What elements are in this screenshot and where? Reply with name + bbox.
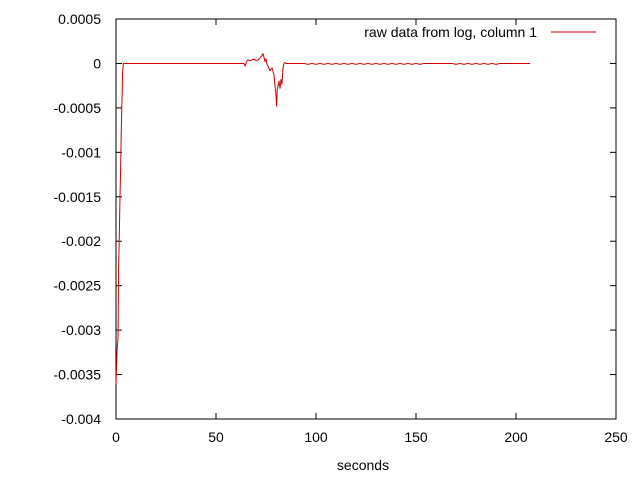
y-tick-label: -0.002 bbox=[61, 233, 101, 249]
y-tick-label: -0.004 bbox=[61, 411, 101, 427]
y-tick-label: 0 bbox=[93, 55, 101, 71]
x-axis-label: seconds bbox=[337, 457, 389, 473]
x-tick-label: 150 bbox=[404, 429, 428, 445]
y-axis: 0.0005 0 -0.0005 -0.001 -0.0015 -0.002 -0.0025… bbox=[54, 11, 616, 427]
series-layer bbox=[115, 53, 530, 384]
x-tick-label: 200 bbox=[504, 429, 528, 445]
legend: raw data from log, column 1 bbox=[364, 24, 596, 40]
y-tick-label: -0.0005 bbox=[54, 100, 102, 116]
x-axis: 0 50 100 150 200 250 bbox=[112, 19, 628, 445]
y-tick-label: -0.0025 bbox=[54, 278, 102, 294]
y-tick-label: -0.0015 bbox=[54, 189, 102, 205]
y-tick-label: 0.0005 bbox=[58, 11, 101, 27]
x-tick-label: 250 bbox=[604, 429, 628, 445]
x-tick-label: 100 bbox=[304, 429, 328, 445]
legend-label: raw data from log, column 1 bbox=[364, 24, 537, 40]
x-tick-label: 50 bbox=[208, 429, 224, 445]
x-tick-label: 0 bbox=[112, 429, 120, 445]
y-tick-label: -0.001 bbox=[61, 144, 101, 160]
y-tick-label: -0.003 bbox=[61, 322, 101, 338]
plot-border bbox=[115, 18, 617, 420]
y-tick-label: -0.0035 bbox=[54, 367, 102, 383]
series-line-0 bbox=[115, 53, 530, 384]
